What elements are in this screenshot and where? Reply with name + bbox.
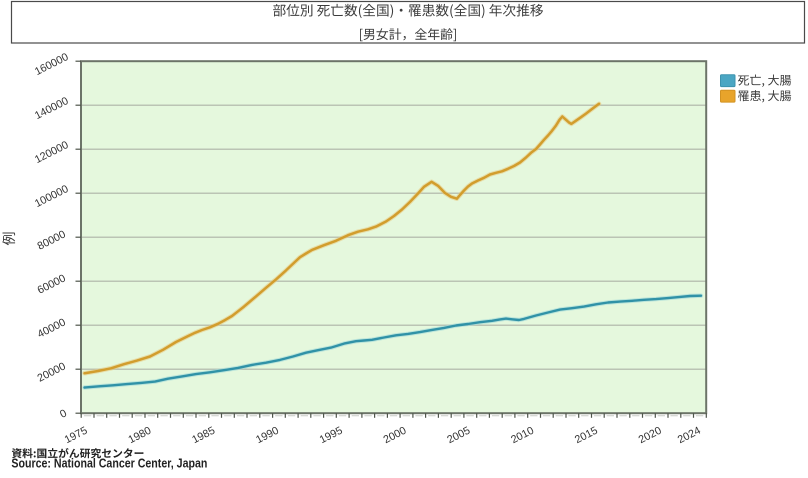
svg-text:0: 0 xyxy=(58,407,69,420)
svg-text:Source: National Cancer Center: Source: National Cancer Center, Japan xyxy=(11,457,207,471)
